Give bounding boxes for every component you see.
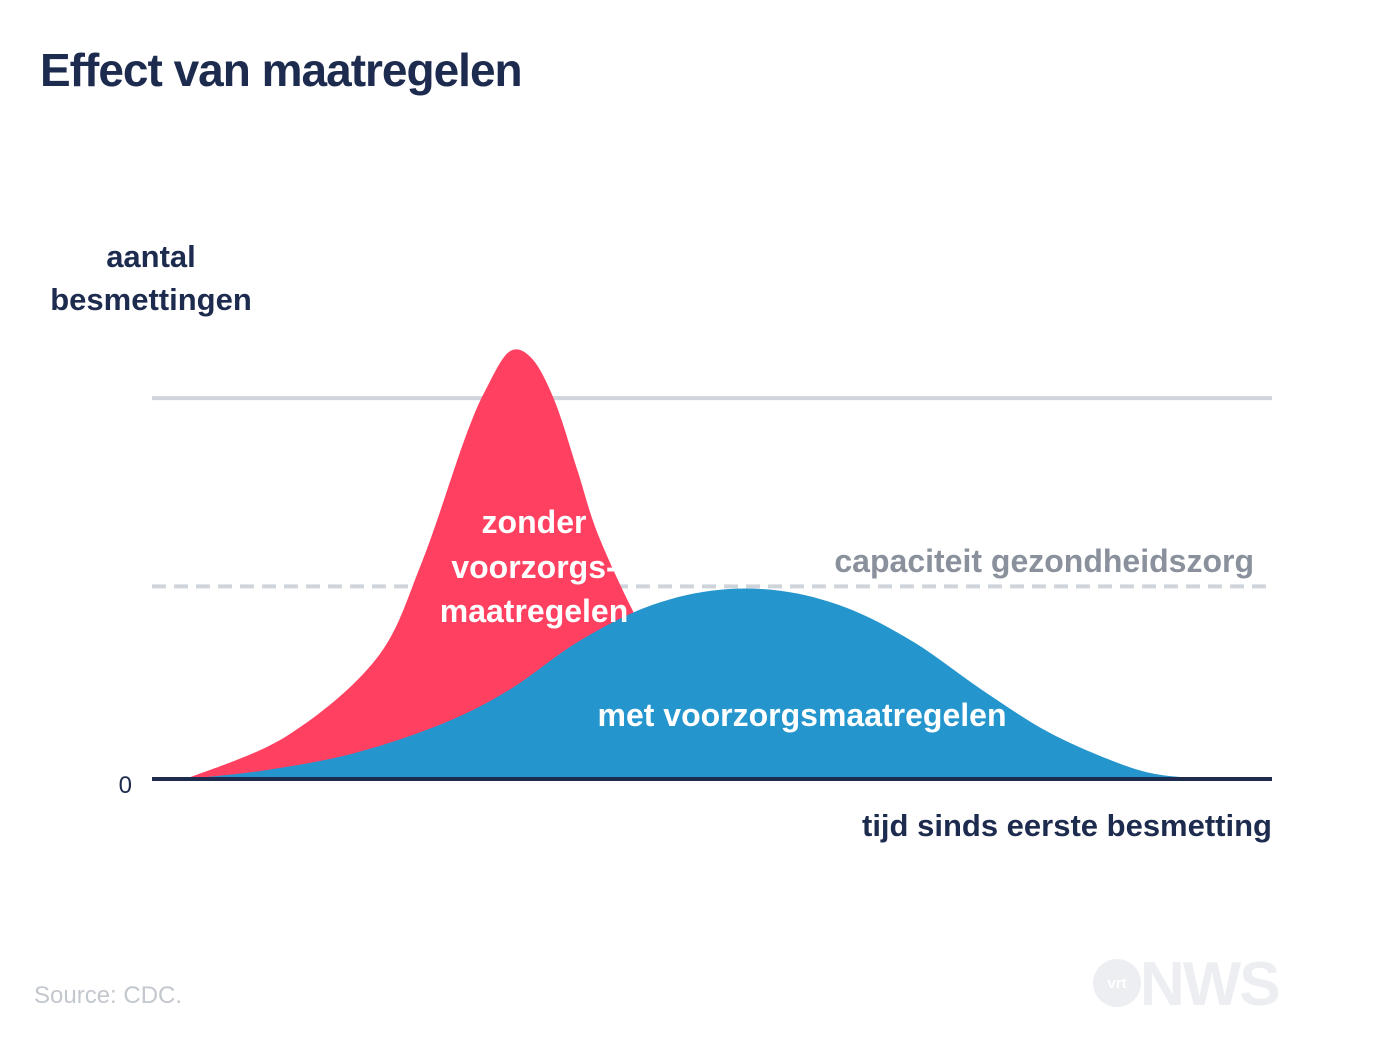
- series-label-met: met voorzorgsmaatregelen: [597, 697, 1006, 733]
- y-tick-label-0: 0: [119, 772, 132, 799]
- series-label-zonder-line-3: maatregelen: [440, 593, 629, 629]
- series-areas: [185, 349, 1217, 779]
- chart-title: Effect van maatregelen: [40, 44, 522, 96]
- capacity-label: capaciteit gezondheidszorg: [834, 543, 1254, 579]
- logo-circle-icon: [1093, 959, 1141, 1007]
- vrt-nws-logo: vrt NWS: [1093, 950, 1281, 1019]
- series-label-zonder-line-2: voorzorgs-: [451, 549, 616, 585]
- logo-small-text: vrt: [1107, 975, 1126, 992]
- series-label-zonder-line-1: zonder: [482, 504, 587, 540]
- logo-main-text: NWS: [1140, 950, 1279, 1019]
- source-text: Source: CDC.: [34, 982, 182, 1009]
- y-axis-label-line-2: besmettingen: [50, 282, 252, 317]
- x-axis-label: tijd sinds eerste besmetting: [862, 808, 1272, 843]
- reference-lines: [152, 396, 1272, 589]
- series-area-met: [185, 588, 1217, 779]
- series-label-zonder: zonder voorzorgs- maatregelen: [440, 504, 629, 629]
- y-axis-label-line-1: aantal: [106, 239, 196, 274]
